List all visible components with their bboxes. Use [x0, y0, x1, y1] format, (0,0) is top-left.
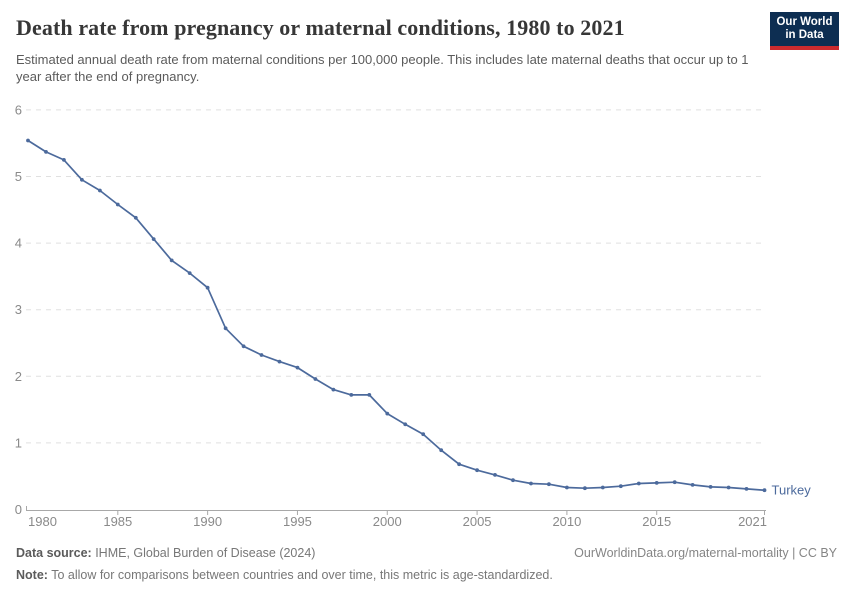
data-point-1989[interactable]	[187, 271, 192, 275]
data-point-2017[interactable]	[690, 483, 695, 487]
x-tick-label-1985: 1985	[103, 514, 132, 529]
data-point-1986[interactable]	[133, 215, 138, 220]
data-point-2019[interactable]	[726, 485, 731, 490]
data-point-1990[interactable]	[205, 285, 210, 290]
y-tick-label-6: 6	[15, 102, 22, 117]
x-tick-label-2000: 2000	[373, 514, 402, 529]
y-tick-label-2: 2	[15, 369, 22, 384]
data-point-2009[interactable]	[547, 482, 551, 487]
data-point-1984[interactable]	[98, 188, 102, 193]
data-point-2016[interactable]	[672, 480, 677, 485]
data-source-label: Data source:	[16, 546, 92, 560]
data-source-line: Data source: IHME, Global Burden of Dise…	[16, 545, 315, 561]
data-point-1999[interactable]	[367, 393, 372, 397]
data-point-2004[interactable]	[457, 462, 461, 467]
y-tick-label-3: 3	[15, 302, 22, 317]
owid-logo-line1: Our World	[776, 16, 833, 28]
y-tick-label-0: 0	[15, 502, 22, 517]
data-point-2005[interactable]	[475, 468, 479, 473]
y-tick-label-1: 1	[15, 435, 22, 450]
note-text: To allow for comparisons between countri…	[47, 568, 553, 582]
data-point-1993[interactable]	[259, 353, 264, 357]
data-point-2020[interactable]	[744, 487, 749, 491]
owid-url-link[interactable]: OurWorldinData.org/maternal-mortality | …	[574, 546, 837, 560]
data-point-2008[interactable]	[529, 481, 533, 486]
chart-subtitle: Estimated annual death rate from materna…	[16, 52, 749, 84]
x-tick-label-2015: 2015	[642, 514, 671, 529]
data-point-2006[interactable]	[493, 473, 497, 477]
data-point-2021[interactable]	[762, 488, 767, 493]
data-point-1991[interactable]	[223, 326, 228, 331]
data-point-2010[interactable]	[565, 485, 569, 490]
data-point-1997[interactable]	[331, 387, 336, 392]
data-point-1992[interactable]	[241, 344, 246, 349]
note-label: Note:	[16, 568, 48, 582]
data-point-2018[interactable]	[708, 485, 713, 489]
data-point-1981[interactable]	[44, 150, 48, 154]
data-point-1995[interactable]	[295, 365, 300, 370]
data-point-1998[interactable]	[349, 393, 354, 397]
x-tick-label-1995: 1995	[283, 514, 312, 529]
page-title: Death rate from pregnancy or maternal co…	[16, 15, 625, 40]
data-point-1980[interactable]	[26, 138, 30, 143]
data-point-1987[interactable]	[151, 237, 156, 242]
data-point-2012[interactable]	[600, 485, 605, 490]
y-tick-label-5: 5	[15, 169, 22, 184]
y-tick-label-4: 4	[15, 236, 22, 251]
data-point-1988[interactable]	[169, 258, 174, 263]
chart-footer: Data source: IHME, Global Burden of Dise…	[16, 545, 837, 583]
data-point-2003[interactable]	[439, 448, 444, 453]
data-point-1985[interactable]	[115, 202, 120, 207]
data-point-2007[interactable]	[511, 478, 515, 483]
data-point-2013[interactable]	[618, 484, 623, 489]
data-source-text: IHME, Global Burden of Disease (2024)	[91, 546, 316, 560]
x-tick-label-2005: 2005	[463, 514, 492, 529]
owid-logo[interactable]: Our World in Data	[770, 12, 839, 50]
data-point-2002[interactable]	[421, 432, 426, 437]
data-point-1982[interactable]	[62, 158, 66, 162]
note-line: Note: To allow for comparisons between c…	[16, 568, 553, 582]
x-tick-label-1980: 1980	[28, 514, 57, 529]
owid-logo-line2: in Data	[785, 29, 824, 41]
data-point-2015[interactable]	[654, 481, 659, 485]
data-point-2011[interactable]	[583, 486, 587, 491]
series-line-turkey	[27, 139, 765, 492]
data-point-1983[interactable]	[80, 177, 84, 182]
data-point-2000[interactable]	[385, 411, 390, 416]
data-point-1994[interactable]	[277, 359, 282, 364]
x-tick-label-2010: 2010	[552, 514, 581, 529]
data-point-1996[interactable]	[313, 377, 318, 381]
data-point-2001[interactable]	[403, 422, 408, 427]
x-tick-label-2021: 2021	[738, 514, 767, 529]
x-tick-label-1990: 1990	[193, 514, 222, 529]
data-point-2014[interactable]	[636, 481, 641, 486]
series-label-turkey[interactable]: Turkey	[772, 483, 812, 498]
